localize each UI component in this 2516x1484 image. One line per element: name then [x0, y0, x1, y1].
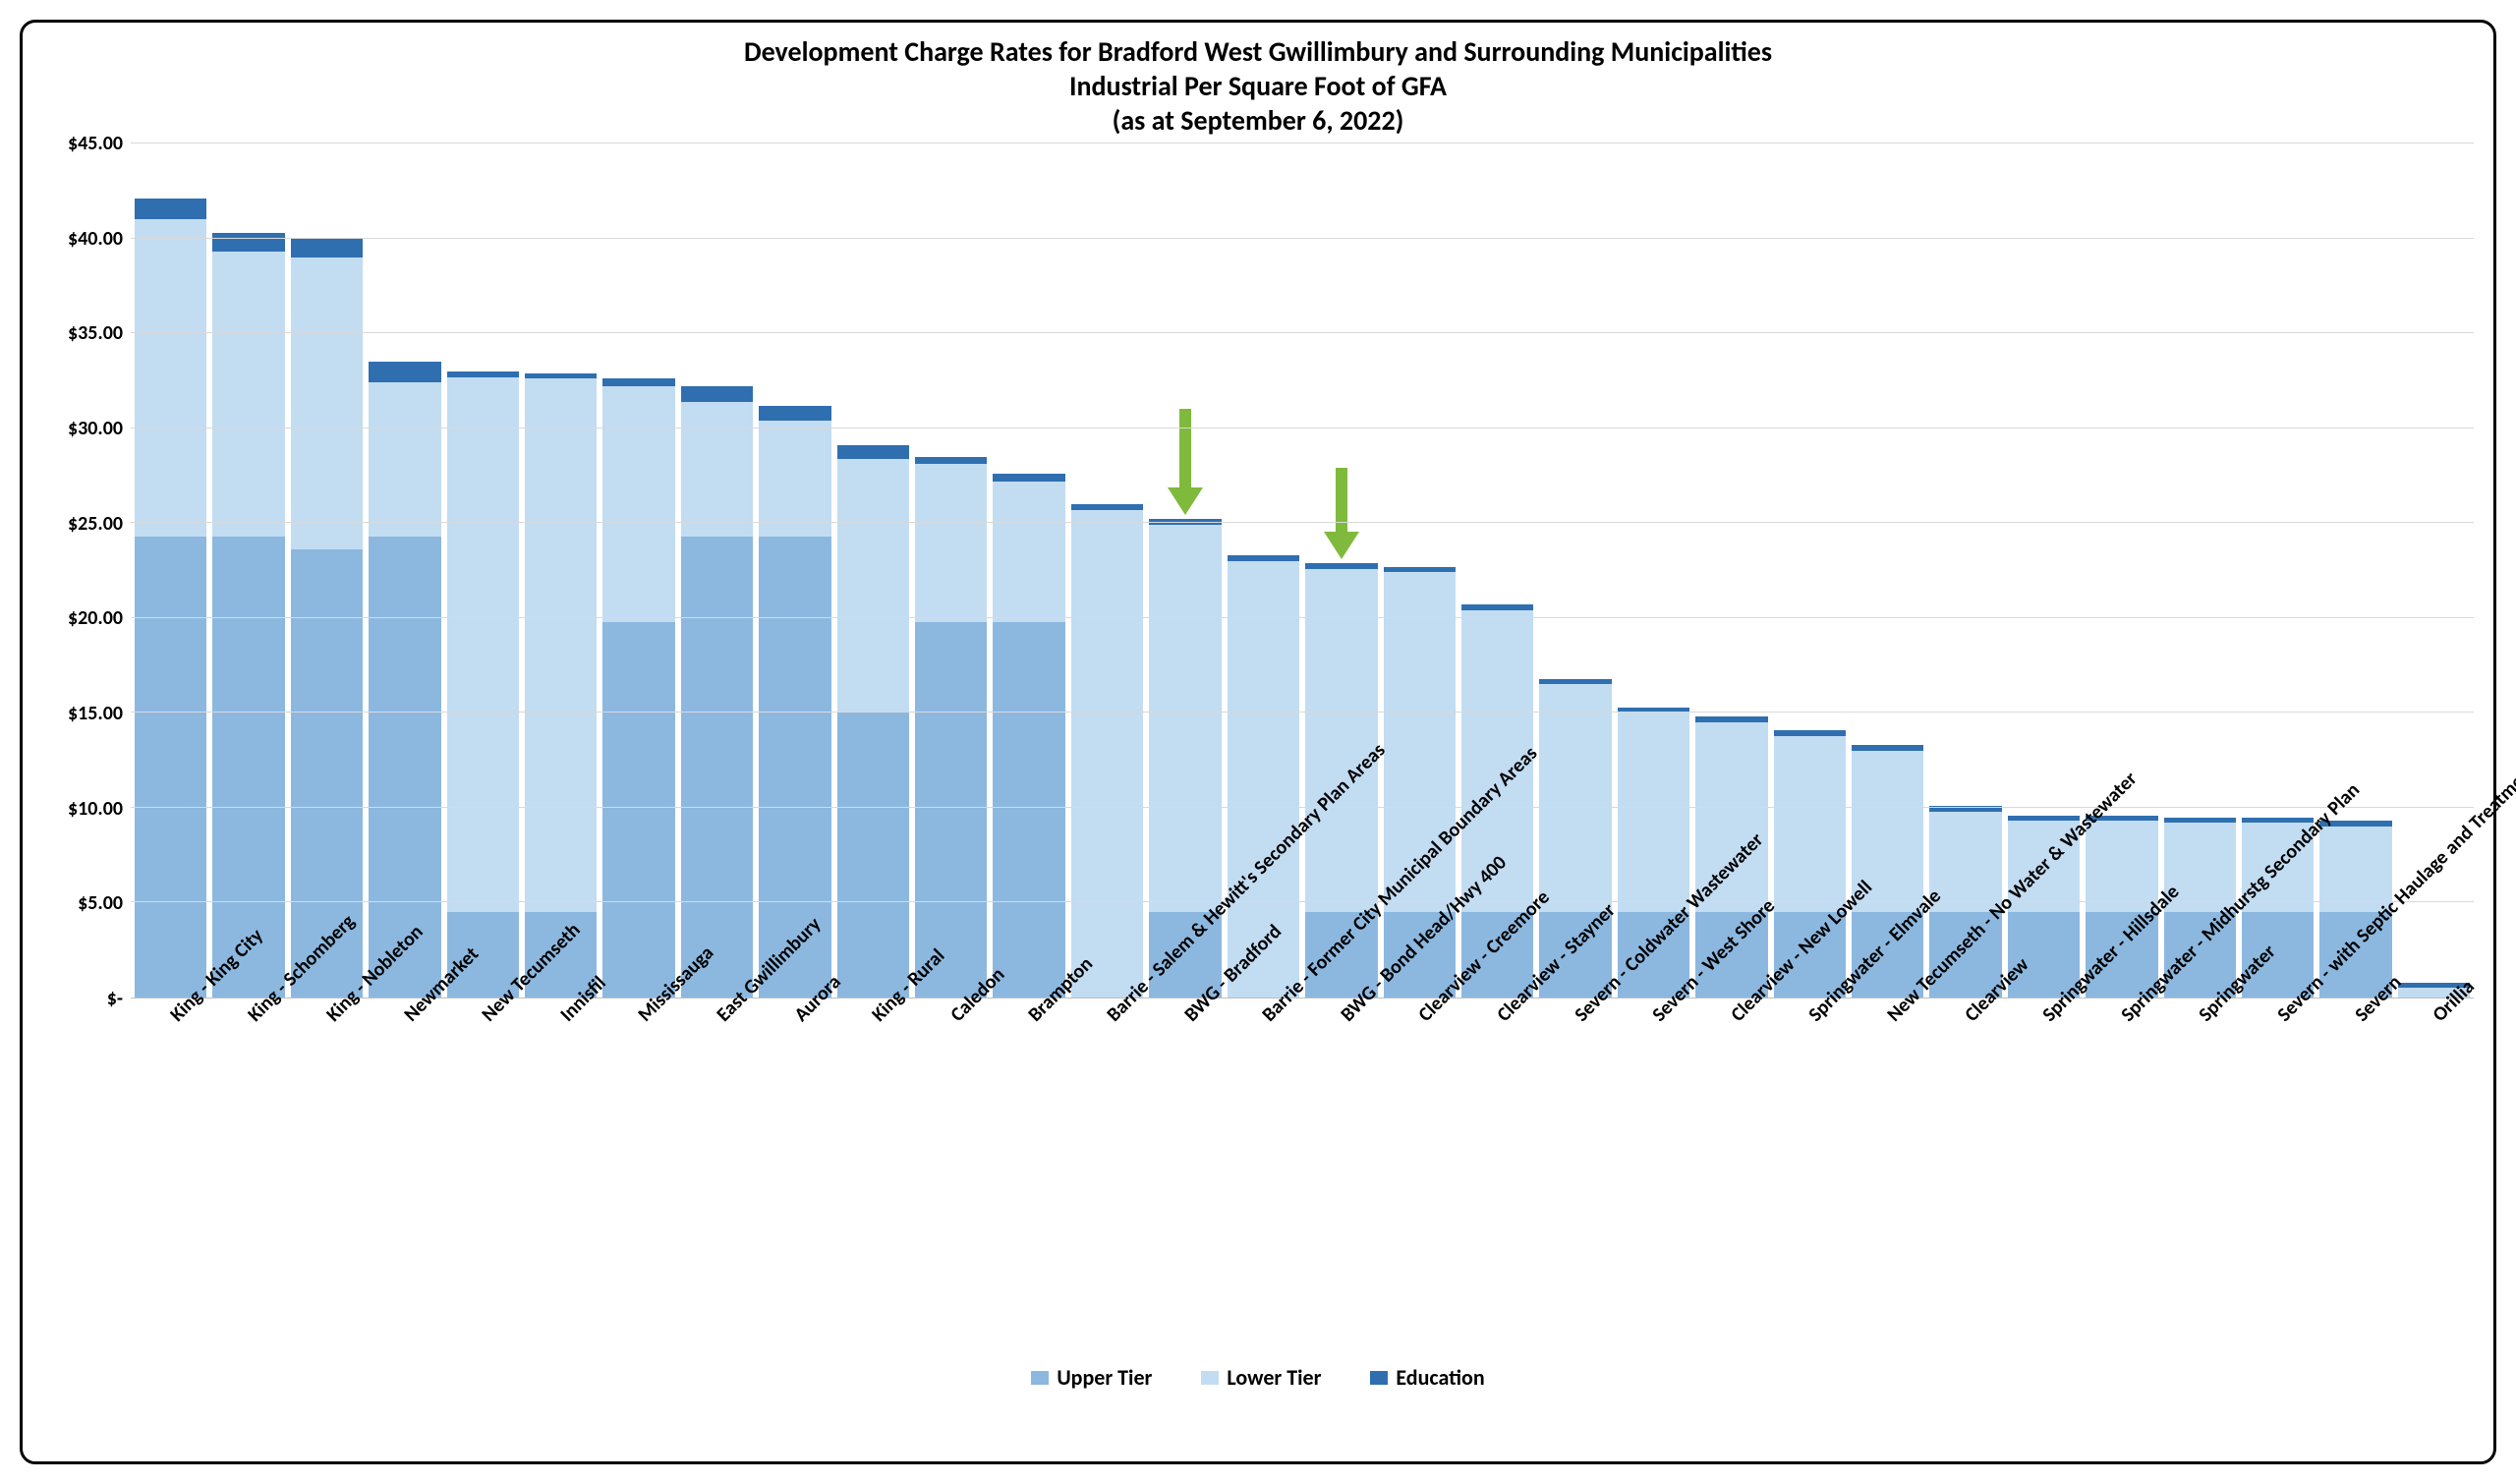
bar-seg-education — [915, 457, 987, 465]
title-line-3: (as at September 6, 2022) — [42, 103, 2474, 138]
bar-seg-lower-tier — [602, 386, 674, 621]
y-tick-label: $20.00 — [44, 606, 123, 630]
bar-seg-lower-tier — [525, 378, 597, 912]
bar-seg-lower-tier — [291, 257, 363, 549]
bar — [212, 143, 284, 998]
title-line-1: Development Charge Rates for Bradford We… — [42, 34, 2474, 69]
y-tick-label: $45.00 — [44, 132, 123, 155]
bar-seg-upper-tier — [681, 537, 753, 998]
bar-seg-upper-tier — [837, 713, 909, 998]
bar — [681, 143, 753, 998]
grid-line — [131, 332, 2474, 333]
bar-seg-education — [135, 199, 206, 219]
y-tick-label: $10.00 — [44, 797, 123, 821]
bar-seg-upper-tier — [993, 622, 1064, 998]
bar-seg-lower-tier — [2319, 827, 2391, 912]
bar-seg-upper-tier — [915, 622, 987, 998]
chart-container: Development Charge Rates for Bradford We… — [20, 20, 2496, 1464]
bar — [759, 143, 830, 998]
bar — [837, 143, 909, 998]
bar — [1929, 143, 2001, 998]
bar-seg-lower-tier — [993, 482, 1064, 622]
swatch-upper-tier — [1031, 1371, 1049, 1385]
bar-seg-upper-tier — [135, 537, 206, 998]
bar-seg-education — [212, 233, 284, 252]
grid-line — [131, 617, 2474, 618]
grid-line — [131, 238, 2474, 239]
bar-seg-upper-tier — [602, 622, 674, 998]
bar-seg-education — [759, 406, 830, 421]
bar-seg-lower-tier — [915, 464, 987, 621]
bar — [993, 143, 1064, 998]
bar-seg-lower-tier — [681, 402, 753, 537]
bar — [1305, 143, 1377, 998]
bar — [1852, 143, 1923, 998]
bar-seg-lower-tier — [1305, 569, 1377, 913]
y-tick-label: $40.00 — [44, 227, 123, 251]
y-tick-label: $35.00 — [44, 321, 123, 345]
bar-seg-lower-tier — [369, 382, 440, 536]
y-axis: $-$5.00$10.00$15.00$20.00$25.00$30.00$35… — [42, 143, 131, 999]
bar-seg-lower-tier — [212, 252, 284, 537]
bar — [2319, 143, 2391, 998]
y-tick-label: $25.00 — [44, 512, 123, 536]
bar-seg-lower-tier — [1071, 510, 1143, 998]
bar-seg-lower-tier — [2086, 821, 2157, 912]
title-line-2: Industrial Per Square Foot of GFA — [42, 69, 2474, 103]
bar — [1149, 143, 1221, 998]
bar — [369, 143, 440, 998]
bar-seg-lower-tier — [1149, 525, 1221, 912]
x-axis-labels: King - King CityKing - SchombergKing - N… — [131, 999, 2474, 1372]
bar — [2164, 143, 2236, 998]
bar-seg-lower-tier — [1774, 736, 1846, 913]
bar-seg-lower-tier — [759, 421, 830, 537]
bar-seg-education — [837, 445, 909, 459]
bar — [1774, 143, 1846, 998]
bar — [291, 143, 363, 998]
bar-seg-education — [681, 386, 753, 401]
plot-area — [131, 143, 2474, 999]
bar-seg-education — [291, 239, 363, 257]
highlight-arrow — [1178, 409, 1192, 515]
bar — [602, 143, 674, 998]
grid-line — [131, 901, 2474, 902]
bar — [447, 143, 519, 998]
bar — [1071, 143, 1143, 998]
bar-seg-lower-tier — [447, 377, 519, 913]
bar-seg-education — [369, 362, 440, 382]
bar — [135, 143, 206, 998]
bar — [1618, 143, 1689, 998]
y-tick-label: $- — [44, 987, 123, 1010]
swatch-lower-tier — [1201, 1371, 1219, 1385]
bar — [525, 143, 597, 998]
grid-line — [131, 807, 2474, 808]
bar — [915, 143, 987, 998]
chart-title: Development Charge Rates for Bradford We… — [42, 34, 2474, 138]
bar — [2086, 143, 2157, 998]
bar-seg-lower-tier — [837, 459, 909, 713]
bar-seg-lower-tier — [1539, 684, 1611, 912]
bar — [1539, 143, 1611, 998]
y-tick-label: $15.00 — [44, 702, 123, 725]
y-tick-label: $5.00 — [44, 891, 123, 915]
bar-seg-education — [602, 378, 674, 386]
bar-seg-lower-tier — [135, 219, 206, 536]
y-tick-label: $30.00 — [44, 417, 123, 440]
highlight-arrow — [1335, 468, 1348, 559]
bar-seg-education — [993, 474, 1064, 482]
bar-seg-lower-tier — [1618, 713, 1689, 912]
swatch-education — [1370, 1371, 1388, 1385]
bars-container — [131, 143, 2474, 998]
grid-line — [131, 712, 2474, 713]
grid-line — [131, 522, 2474, 523]
